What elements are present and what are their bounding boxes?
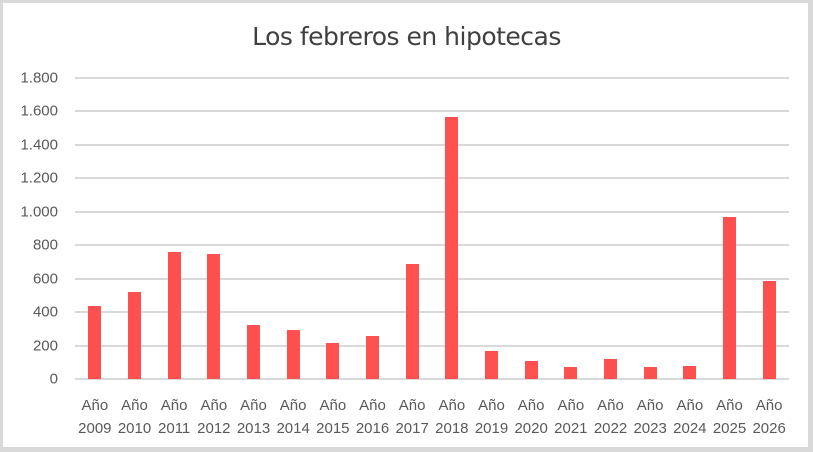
y-tick-label: 1.800: [20, 69, 58, 87]
bar: [286, 329, 300, 379]
bar: [167, 251, 181, 379]
bar: [604, 358, 617, 379]
x-tick-label: Año 2021: [554, 397, 588, 437]
gridline: [75, 177, 789, 180]
x-tick-label: Año 2025: [712, 397, 747, 437]
bar: [643, 367, 657, 379]
gridline: [75, 77, 789, 79]
x-tick-label: Año 2010: [117, 397, 152, 437]
bar: [524, 360, 538, 379]
y-tick-label: 200: [32, 337, 58, 355]
bar: [207, 253, 221, 379]
y-tick-label: 1.600: [20, 102, 58, 120]
x-tick-label: Año 2012: [197, 397, 231, 437]
bar: [366, 335, 379, 379]
x-tick-label: Año 2011: [158, 397, 191, 437]
bar: [326, 342, 340, 379]
gridline: [75, 210, 789, 213]
x-tick-label: Año 2015: [316, 397, 350, 437]
bar: [128, 291, 141, 379]
bar: [88, 305, 102, 379]
x-tick-label: Año 2024: [673, 397, 707, 437]
x-tick-label: Año 2023: [633, 397, 667, 437]
gridline: [75, 110, 789, 113]
bar: [247, 324, 260, 379]
gridline: [75, 344, 789, 347]
y-tick-label: 400: [32, 303, 58, 321]
x-tick-label: Año 2016: [355, 397, 390, 437]
x-tick-label: Año 2013: [236, 397, 271, 437]
plot-area: [75, 77, 789, 380]
x-tick-label: Año 2022: [593, 397, 628, 437]
gridline: [75, 244, 789, 247]
x-tick-label: Año 2020: [514, 397, 548, 437]
gridline: [75, 277, 789, 280]
y-tick-label: 600: [32, 270, 58, 288]
bar: [405, 263, 419, 379]
y-tick-label: 1.000: [20, 203, 58, 221]
gridline: [75, 311, 789, 314]
gridline: [75, 378, 789, 380]
x-tick-label: Año 2017: [395, 397, 429, 437]
bar: [723, 217, 736, 379]
bar: [564, 367, 578, 379]
x-tick-label: Año 2018: [435, 397, 469, 437]
y-tick-label: 1.400: [20, 136, 58, 154]
x-tick-label: Año 2026: [752, 397, 786, 437]
x-tick-label: Año 2019: [474, 397, 509, 437]
bar: [485, 350, 498, 379]
bar: [445, 117, 459, 379]
x-tick-label: Año 2014: [276, 397, 310, 437]
y-tick-label: 800: [32, 236, 58, 254]
gridline: [75, 143, 789, 146]
bar: [762, 280, 776, 379]
chart-title: Los febreros en hipotecas: [252, 22, 561, 51]
y-tick-label: 0: [49, 370, 58, 388]
bar: [683, 366, 697, 379]
y-tick-label: 1.200: [20, 169, 58, 187]
x-tick-label: Año 2009: [78, 397, 112, 437]
